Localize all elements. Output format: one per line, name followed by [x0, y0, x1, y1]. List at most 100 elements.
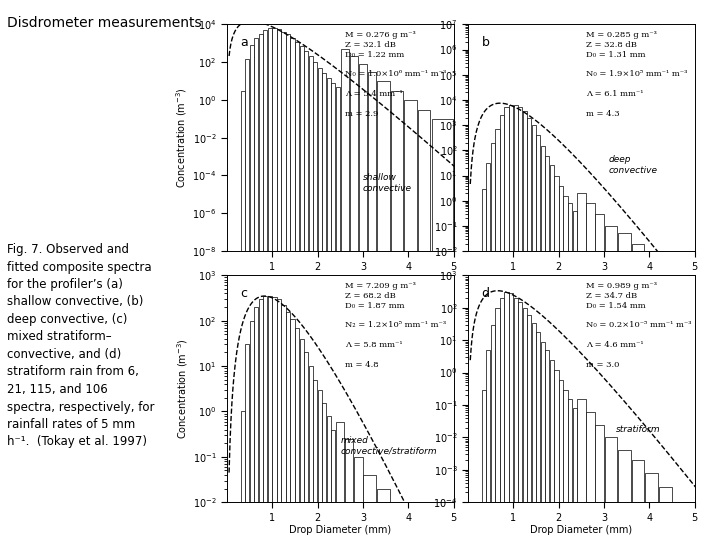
Bar — [605, 437, 617, 540]
Bar — [290, 37, 294, 540]
Bar — [258, 34, 263, 540]
Bar — [572, 408, 577, 540]
Bar — [277, 29, 281, 540]
Bar — [295, 42, 300, 540]
Bar — [595, 214, 603, 540]
Bar — [313, 62, 318, 540]
Bar — [568, 203, 572, 540]
Bar — [545, 350, 549, 540]
Bar — [304, 51, 308, 540]
Bar — [327, 416, 331, 540]
Text: M = 0.989 g m⁻³
Z = 34.7 dB
D₀ = 1.54 mm

N₀ = 0.2×10⁻⁵ mm⁻¹ m⁻³

Λ = 4.6 mm⁻¹

: M = 0.989 g m⁻³ Z = 34.7 dB D₀ = 1.54 mm… — [586, 282, 691, 369]
Bar — [531, 322, 536, 540]
Bar — [336, 422, 344, 540]
Bar — [359, 64, 367, 540]
Text: Fig. 7. Observed and
fitted composite spectra
for the profiler’s (a)
shallow con: Fig. 7. Observed and fitted composite sp… — [7, 243, 155, 449]
Bar — [527, 315, 531, 540]
Bar — [531, 125, 536, 540]
Bar — [659, 259, 672, 540]
Bar — [527, 118, 531, 540]
Bar — [323, 73, 326, 540]
Bar — [536, 135, 541, 540]
Text: mixed
convective/stratiform: mixed convective/stratiform — [341, 436, 437, 455]
Bar — [250, 321, 254, 540]
Bar — [482, 389, 486, 540]
Bar — [495, 308, 500, 540]
Bar — [509, 105, 513, 540]
Bar — [318, 68, 322, 540]
Text: Disdrometer measurements: Disdrometer measurements — [7, 16, 202, 30]
Bar — [245, 59, 249, 540]
Bar — [509, 293, 513, 540]
Bar — [577, 399, 585, 540]
Bar — [391, 507, 403, 540]
Bar — [568, 399, 572, 540]
Bar — [264, 30, 267, 540]
Bar — [418, 110, 431, 540]
Bar — [545, 156, 549, 540]
Text: d: d — [482, 287, 490, 300]
Bar — [300, 339, 304, 540]
Bar — [586, 203, 595, 540]
Bar — [513, 298, 518, 540]
Bar — [268, 296, 272, 540]
Bar — [491, 143, 495, 540]
Bar — [264, 296, 267, 540]
Bar — [500, 115, 504, 540]
Bar — [327, 78, 331, 540]
Bar — [258, 299, 263, 540]
Bar — [577, 193, 585, 540]
Bar — [404, 526, 417, 540]
Bar — [564, 389, 567, 540]
Bar — [364, 475, 376, 540]
Bar — [595, 424, 603, 540]
Bar — [486, 164, 490, 540]
Bar — [272, 297, 276, 540]
Bar — [377, 489, 390, 540]
Text: c: c — [240, 287, 248, 300]
Bar — [432, 119, 453, 540]
Bar — [282, 305, 286, 540]
Text: shallow
convective: shallow convective — [363, 173, 412, 193]
Bar — [323, 403, 326, 540]
Bar — [254, 307, 258, 540]
Bar — [564, 196, 567, 540]
Bar — [645, 251, 658, 540]
Bar — [295, 328, 300, 540]
Bar — [632, 244, 644, 540]
X-axis label: Drop Diameter (mm): Drop Diameter (mm) — [531, 525, 632, 535]
Bar — [286, 34, 290, 540]
Bar — [505, 107, 508, 540]
Bar — [486, 350, 490, 540]
Bar — [554, 370, 559, 540]
Bar — [336, 87, 340, 540]
Bar — [518, 302, 522, 540]
Bar — [495, 129, 500, 540]
Bar — [404, 100, 417, 540]
Bar — [245, 345, 249, 540]
Bar — [331, 429, 336, 540]
Bar — [659, 487, 672, 540]
Bar — [541, 146, 545, 540]
Bar — [282, 32, 286, 540]
Text: M = 0.285 g m⁻³
Z = 32.8 dB
D₀ = 1.31 mm

N₀ = 1.9×10⁵ mm⁻¹ m⁻³

Λ = 6.1 mm⁻¹

m: M = 0.285 g m⁻³ Z = 32.8 dB D₀ = 1.31 mm… — [586, 31, 688, 118]
Bar — [318, 390, 322, 540]
Bar — [277, 299, 281, 540]
Bar — [268, 29, 272, 540]
Bar — [523, 111, 527, 540]
Text: M = 7.209 g m⁻³
Z = 68.2 dB
D₀ = 1.87 mm

N₂ = 1.2×10⁵ mm⁻¹ m⁻³

Λ = 5.8 mm⁻¹

m: M = 7.209 g m⁻³ Z = 68.2 dB D₀ = 1.87 mm… — [345, 282, 446, 369]
Bar — [559, 380, 563, 540]
Bar — [254, 37, 258, 540]
Bar — [341, 49, 349, 540]
Bar — [618, 450, 631, 540]
Bar — [500, 298, 504, 540]
Bar — [673, 269, 694, 540]
Bar — [377, 81, 390, 540]
Bar — [536, 332, 541, 540]
Text: deep
convective: deep convective — [608, 155, 657, 174]
Bar — [559, 186, 563, 540]
Bar — [240, 411, 245, 540]
Y-axis label: Concentration (m$^{-3}$): Concentration (m$^{-3}$) — [175, 339, 190, 439]
Text: stratiform: stratiform — [616, 425, 660, 434]
Bar — [541, 342, 545, 540]
